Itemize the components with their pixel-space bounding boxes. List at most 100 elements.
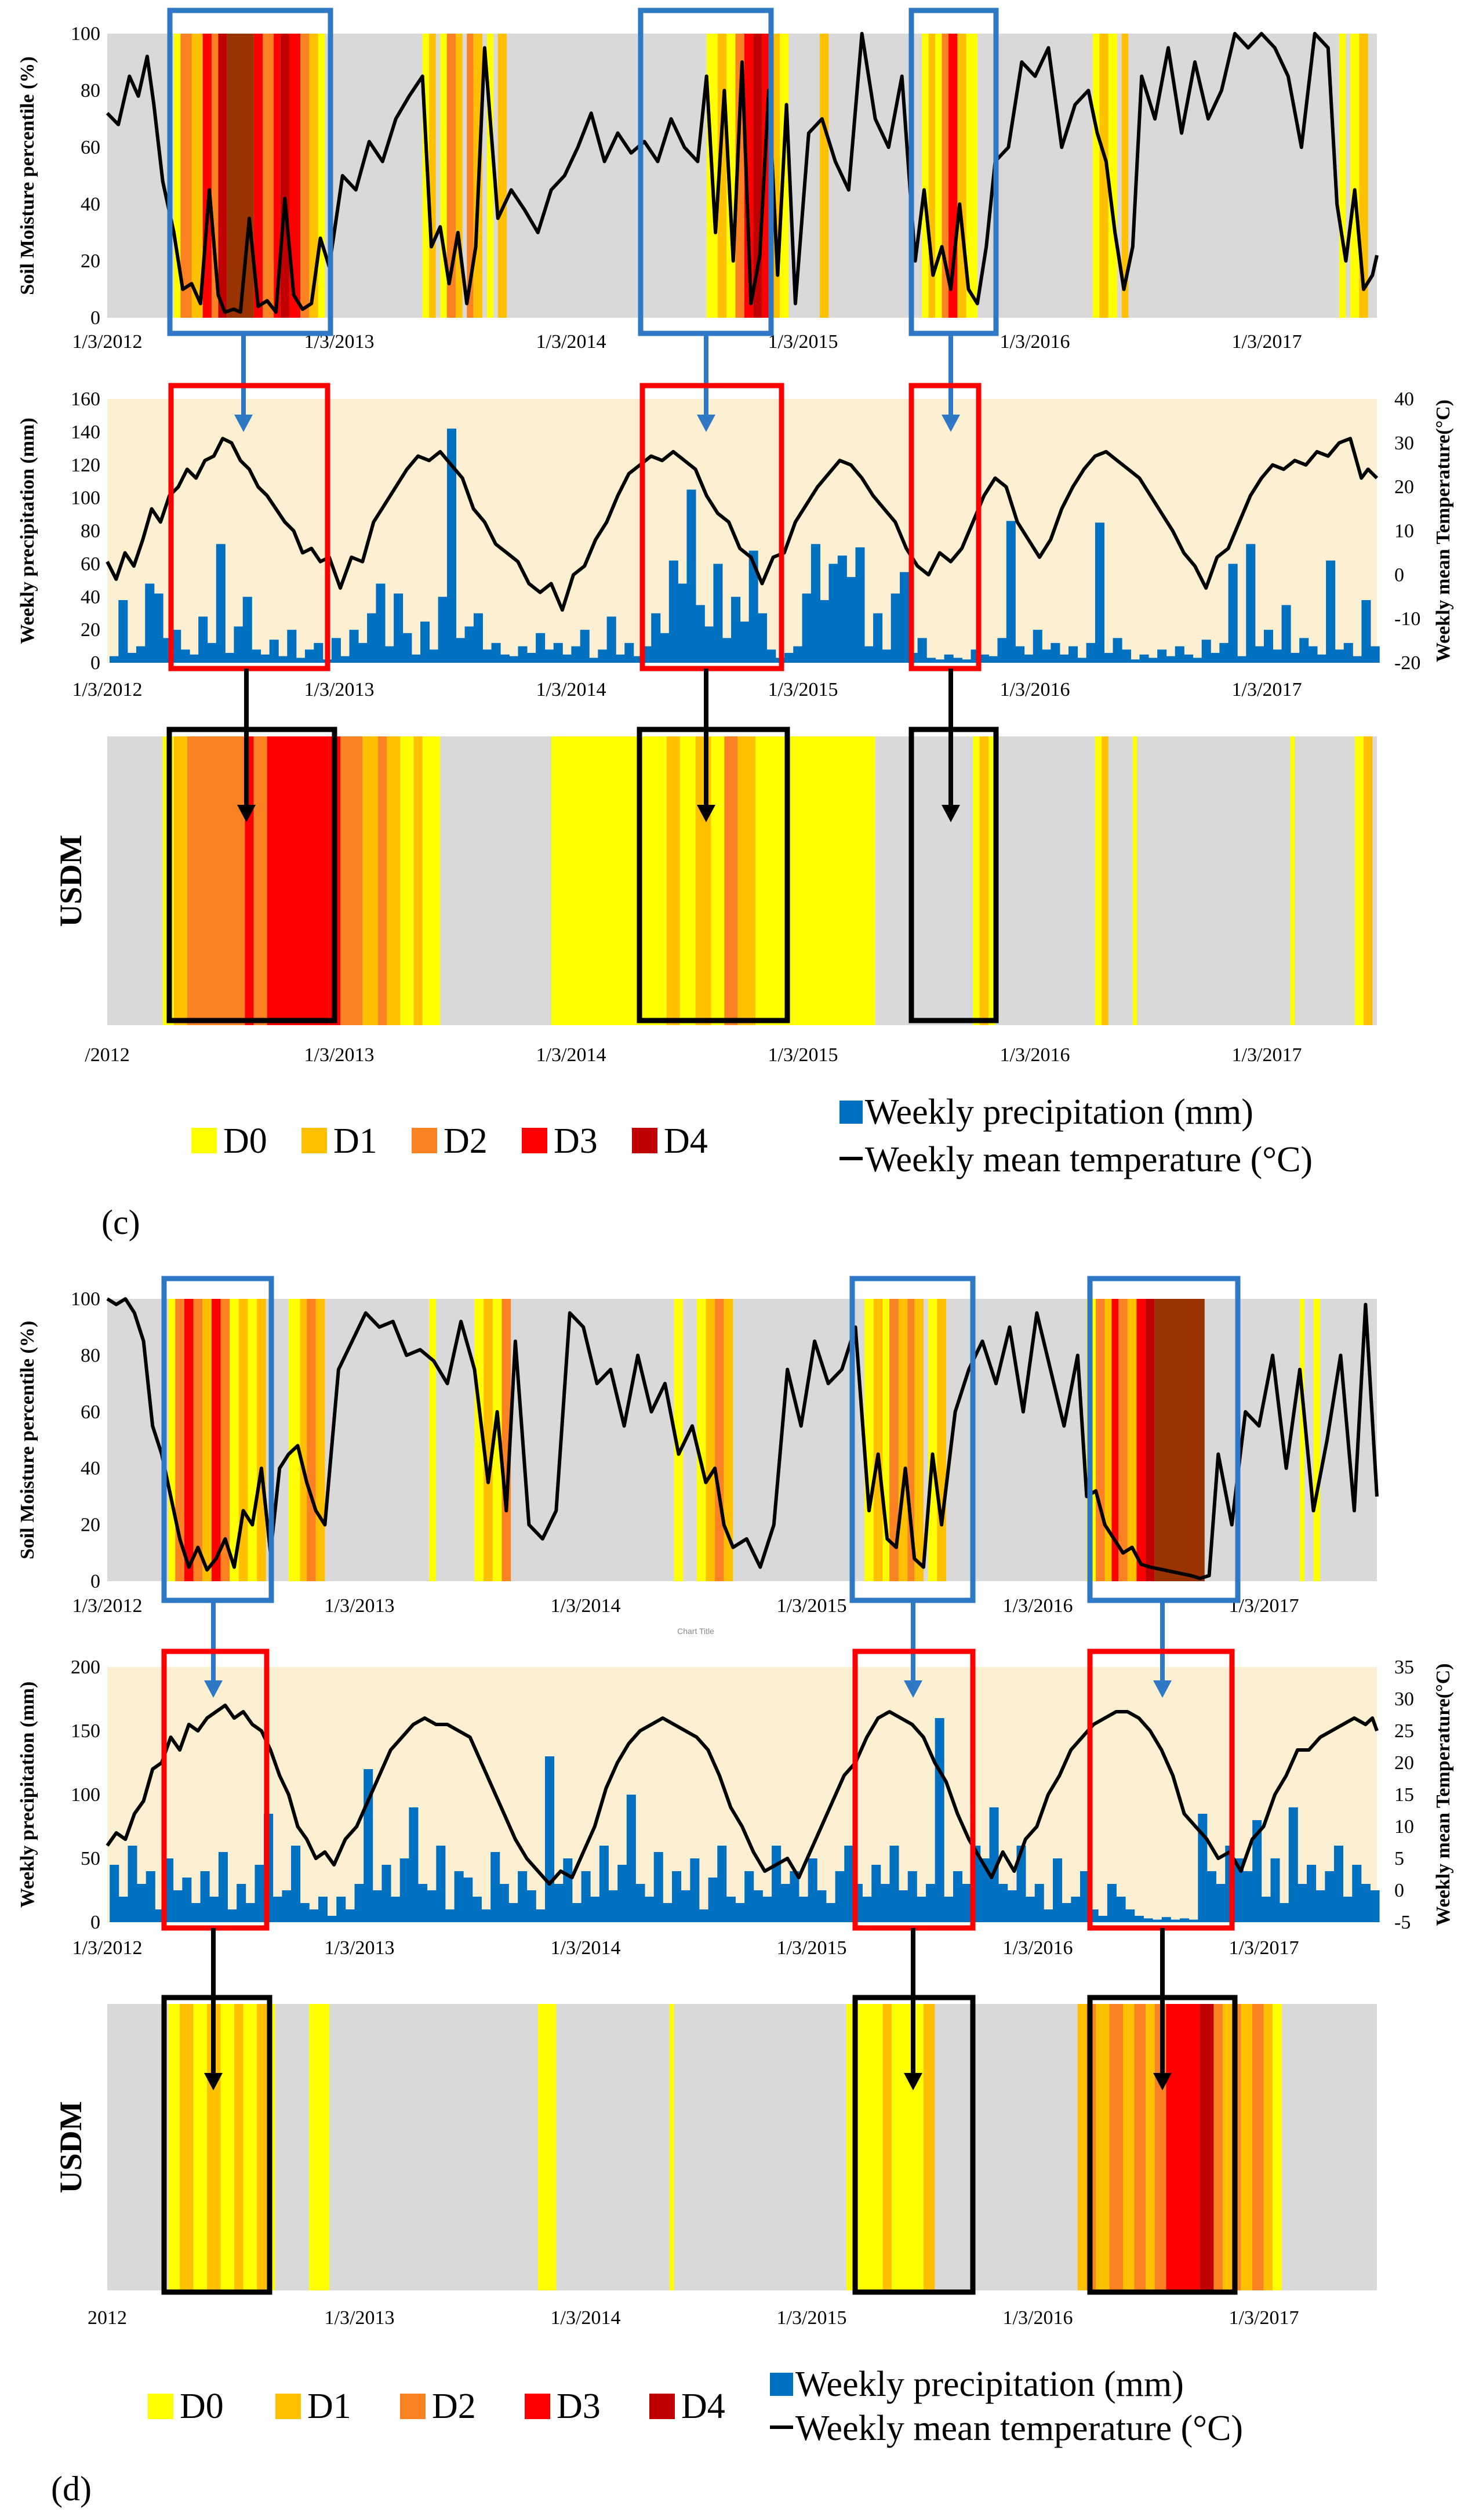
precip-bar (871, 1865, 881, 1922)
highlight-box-usdm (637, 727, 790, 1023)
usdm-drought-band (1096, 2004, 1110, 2290)
precip-bar (1153, 1919, 1162, 1922)
precip-bar (1007, 1890, 1017, 1922)
precip-bar (844, 1846, 854, 1922)
highlight-box-usdm (161, 1995, 272, 2295)
precip-bar (1071, 1897, 1081, 1922)
precip-bar (726, 1897, 736, 1922)
precip-bar (245, 1903, 255, 1922)
precip-bar (309, 1909, 319, 1922)
legend-d4-label: D4 (681, 2387, 725, 2426)
highlight-box-usdm (1087, 1995, 1238, 2295)
usdm-xtick-label: 1/3/2017 (1232, 1044, 1302, 1066)
precip-bar (128, 1846, 137, 1922)
precip-bar (672, 1871, 682, 1922)
soil-moisture-drought-band (456, 34, 463, 318)
precip-bar (481, 1909, 491, 1922)
usdm-drought-band (1273, 2004, 1282, 2290)
precip-ylabel: Weekly precipitation (mm) (17, 417, 38, 644)
precip-bar (1104, 652, 1114, 663)
soil-moisture-drought-band (706, 1299, 715, 1581)
precip-bar (651, 613, 661, 663)
precip-bar (722, 638, 732, 663)
soil-moisture-drought-band (429, 1299, 437, 1581)
precip-bar (598, 649, 608, 663)
usdm-drought-band (1146, 2004, 1155, 2290)
soil-moisture-drought-band (1350, 34, 1360, 318)
usdm-xtick-label: 1/3/2015 (777, 2307, 847, 2329)
temperature-ytick-label: 5 (1394, 1848, 1404, 1869)
precip-bar (926, 1884, 936, 1922)
precip-xtick-label: 1/3/2017 (1229, 1937, 1299, 1959)
precip-bar (1333, 1846, 1344, 1922)
soil-moisture-drought-band (1136, 1299, 1146, 1581)
soil-moisture-drought-band (1154, 1299, 1205, 1581)
precip-bar (553, 642, 563, 663)
precip-bar (234, 626, 243, 663)
precip-bar (198, 616, 208, 663)
precip-bar (944, 654, 954, 663)
highlight-arrowhead-precip (1153, 2073, 1172, 2090)
precip-bar (1175, 646, 1184, 663)
soil-moisture-drought-band (191, 34, 203, 318)
legend-d: D0 D1 D2 D3 D4 Weekly precipitation (mm)… (148, 2365, 1243, 2448)
usdm-drought-band (187, 736, 219, 1025)
usdm-drought-band (695, 736, 711, 1025)
soil-moisture-drought-band (318, 34, 325, 318)
usdm-drought-band (270, 2004, 275, 2290)
soil-moisture-xtick-label: 1/3/2013 (325, 1595, 395, 1617)
soil-moisture-drought-band (467, 34, 474, 318)
precip-bar (191, 1903, 201, 1922)
precip-bar (209, 1897, 219, 1922)
precip-xtick-label: 1/3/2015 (777, 1937, 847, 1959)
precip-bar (766, 649, 776, 663)
precip-bar (173, 1890, 183, 1922)
soil-moisture-drought-band (1146, 1299, 1155, 1581)
usdm-drought-band (666, 736, 680, 1025)
precip-bar (304, 649, 314, 663)
precip-bar (660, 633, 670, 663)
precip-bar (1131, 659, 1140, 663)
soil-moisture-xtick-label: 1/3/2015 (777, 1595, 847, 1617)
soil-moisture-drought-band (280, 34, 289, 318)
usdm-drought-band (1077, 2004, 1087, 2290)
soil-moisture-drought-band (274, 34, 281, 318)
soil-moisture-drought-band (935, 34, 942, 318)
panel-label-d: (d) (51, 2470, 92, 2508)
legend-d4-label: D4 (664, 1121, 708, 1161)
precip-bar (944, 1897, 954, 1922)
precip-bar (835, 1871, 845, 1922)
precip-bar (296, 658, 306, 663)
precip-bar (686, 489, 696, 663)
usdm-drought-band (1134, 2004, 1146, 2290)
precip-bar (509, 656, 519, 663)
precip-bar (748, 550, 758, 663)
precip-ytick-label: 40 (81, 586, 100, 608)
precip-bar (391, 1897, 401, 1922)
usdm-drought-band (1200, 2004, 1214, 2290)
soil-moisture-xtick-label: 1/3/2016 (1003, 1595, 1073, 1617)
usdm-ylabel: USDM (53, 835, 88, 927)
soil-moisture-xtick-label: 1/3/2012 (72, 331, 143, 353)
temperature-ytick-label: 40 (1394, 388, 1414, 410)
soil-moisture-drought-band (1096, 1299, 1105, 1581)
temperature-ytick-label: 20 (1394, 1752, 1414, 1774)
precip-bar (1317, 654, 1326, 663)
soil-moisture-drought-band (922, 34, 929, 318)
highlight-box-usdm (166, 727, 337, 1023)
precip-bar (1343, 1897, 1353, 1922)
precip-bar (456, 638, 466, 663)
precip-bar (704, 626, 714, 663)
soil-moisture-drought-band (492, 1299, 502, 1581)
precip-bar (708, 1878, 718, 1922)
precip-ytick-label: 100 (71, 488, 100, 509)
precip-bar (828, 564, 838, 663)
temperature-ytick-label: 0 (1394, 1880, 1404, 1901)
usdm-drought-band (538, 2004, 557, 2290)
precip-bar (372, 1890, 382, 1922)
precip-bar (1290, 652, 1300, 663)
soil-moisture-ylabel: Soil Moisture percentile (%) (17, 1321, 38, 1559)
precip-bar (394, 593, 404, 663)
precip-bar (988, 656, 998, 663)
